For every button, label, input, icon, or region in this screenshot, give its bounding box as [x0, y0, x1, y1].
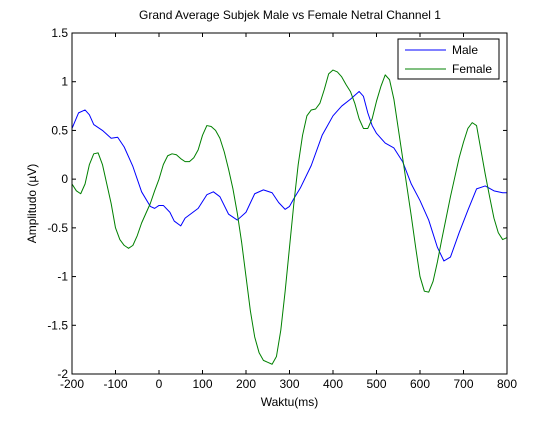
x-tick-label: 300 — [279, 377, 299, 391]
x-tick-label: -200 — [60, 377, 84, 391]
x-tick-label: 600 — [410, 377, 430, 391]
x-tick-label: 100 — [192, 377, 212, 391]
x-tick-label: -100 — [103, 377, 127, 391]
x-tick-label: 700 — [453, 377, 473, 391]
x-tick-label: 200 — [236, 377, 256, 391]
plot-background — [72, 33, 507, 374]
series-line-male — [71, 90, 507, 262]
chart-title: Grand Average Subjek Male vs Female Netr… — [139, 8, 441, 22]
y-tick-label: -1 — [57, 270, 68, 284]
x-tick-label: 500 — [366, 377, 386, 391]
y-tick-label: -0.5 — [47, 221, 68, 235]
x-axis-title: Waktu(ms) — [261, 395, 319, 409]
legend-box — [397, 38, 500, 80]
y-axis-title: Amplitudo (µV) — [25, 164, 39, 244]
ticks-layer: -200 -100 0 100 200 300 400 500 600 700 800 -2 -1.5 -… — [47, 26, 517, 391]
y-tick-label: 1 — [61, 75, 68, 89]
y-tick-label: 0.5 — [51, 123, 68, 137]
y-tick-label: 1.5 — [51, 26, 68, 40]
x-tick-label: 0 — [156, 377, 163, 391]
x-tick-label: 800 — [497, 377, 517, 391]
plot-area: -200 -100 0 100 200 300 400 500 600 700 800 -2 -1.5 -… — [47, 26, 517, 391]
legend: Male Female — [397, 38, 500, 80]
y-tick-label: -1.5 — [47, 318, 68, 332]
legend-label-female: Female — [452, 62, 492, 76]
legend-label-male: Male — [452, 43, 478, 57]
y-tick-label: -2 — [57, 367, 68, 381]
y-tick-label: 0 — [61, 172, 68, 186]
series-line-female — [71, 69, 508, 365]
series-layer — [71, 69, 508, 365]
x-tick-label: 400 — [323, 377, 343, 391]
